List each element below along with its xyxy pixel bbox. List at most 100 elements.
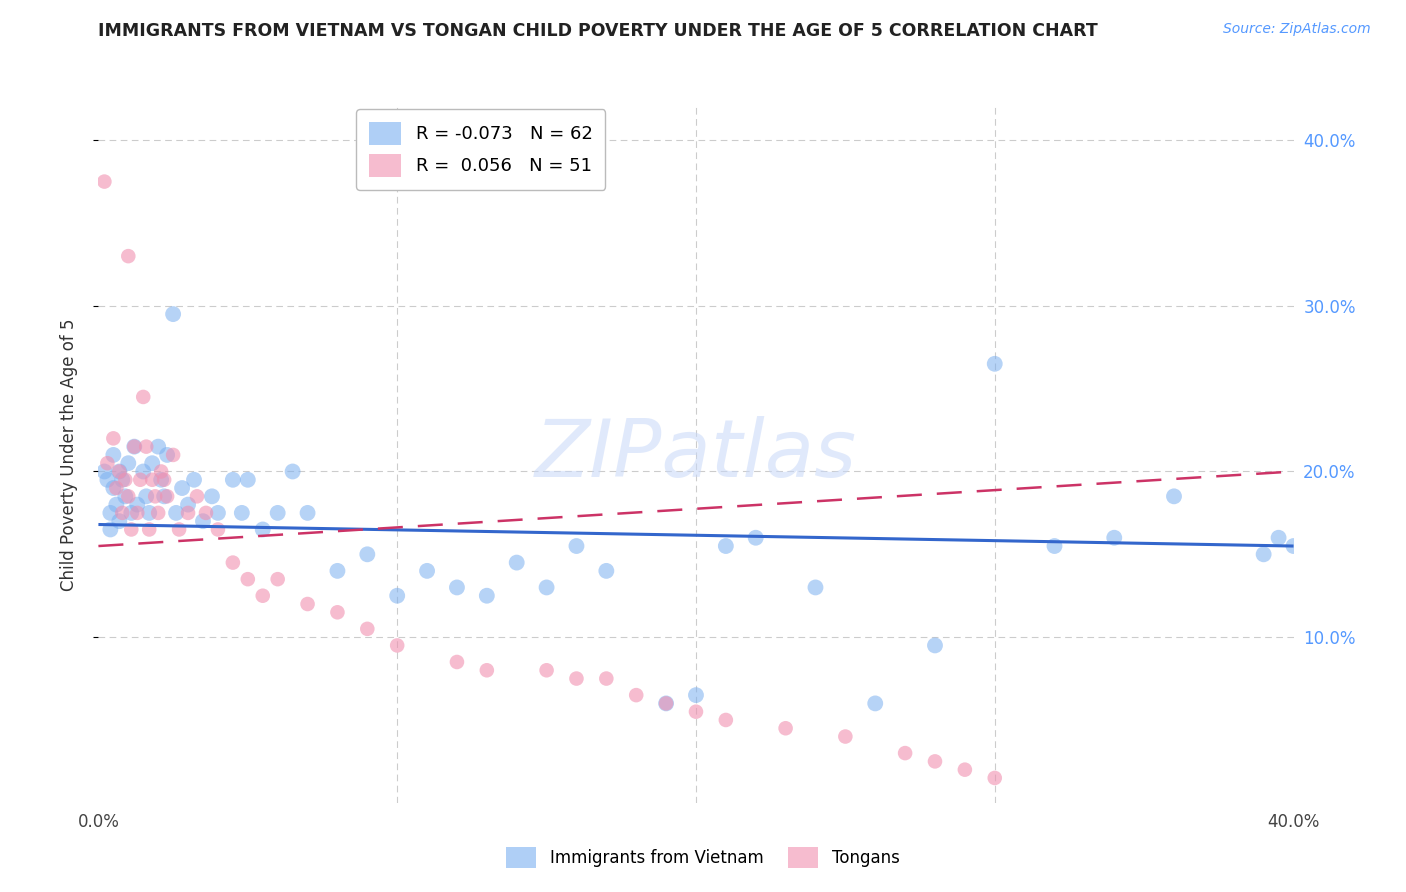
Text: Source: ZipAtlas.com: Source: ZipAtlas.com <box>1223 22 1371 37</box>
Point <box>565 672 588 686</box>
Point <box>103 431 125 445</box>
Legend: R = -0.073   N = 62, R =  0.056   N = 51: R = -0.073 N = 62, R = 0.056 N = 51 <box>356 109 606 190</box>
Point <box>100 506 122 520</box>
Point <box>177 506 200 520</box>
Point <box>745 531 768 545</box>
Point <box>222 473 245 487</box>
Point <box>1253 547 1275 561</box>
Point <box>506 556 529 570</box>
Point <box>132 390 155 404</box>
Point <box>96 473 118 487</box>
Point <box>356 547 378 561</box>
Point <box>129 473 152 487</box>
Point <box>100 523 122 537</box>
Point <box>114 489 136 503</box>
Point <box>297 597 319 611</box>
Point <box>162 448 184 462</box>
Point <box>326 564 349 578</box>
Point <box>96 456 118 470</box>
Point <box>135 489 157 503</box>
Point <box>177 498 200 512</box>
Point <box>222 556 245 570</box>
Point <box>834 730 856 744</box>
Point <box>162 307 184 321</box>
Point <box>132 465 155 479</box>
Point <box>385 589 409 603</box>
Point <box>153 489 176 503</box>
Point <box>565 539 588 553</box>
Point <box>1163 489 1185 503</box>
Point <box>804 581 827 595</box>
Point <box>183 473 205 487</box>
Point <box>252 523 274 537</box>
Point <box>93 465 115 479</box>
Point <box>685 688 707 702</box>
Point <box>148 506 170 520</box>
Point <box>475 663 498 677</box>
Point <box>924 639 946 653</box>
Point <box>156 489 179 503</box>
Point <box>984 771 1007 785</box>
Point <box>108 514 131 528</box>
Point <box>108 465 131 479</box>
Point <box>297 506 319 520</box>
Point <box>93 175 115 189</box>
Point <box>201 489 224 503</box>
Point <box>626 688 648 702</box>
Point <box>595 564 617 578</box>
Point <box>156 448 179 462</box>
Point <box>195 506 218 520</box>
Point <box>141 473 163 487</box>
Point <box>356 622 378 636</box>
Point <box>267 506 290 520</box>
Point <box>207 506 229 520</box>
Point <box>117 456 139 470</box>
Point <box>117 249 139 263</box>
Point <box>143 489 166 503</box>
Point <box>191 514 214 528</box>
Legend: Immigrants from Vietnam, Tongans: Immigrants from Vietnam, Tongans <box>499 840 907 875</box>
Point <box>326 605 349 619</box>
Point <box>186 489 208 503</box>
Point <box>120 506 142 520</box>
Point <box>536 663 558 677</box>
Point <box>714 713 737 727</box>
Point <box>714 539 737 553</box>
Point <box>135 440 157 454</box>
Text: ZIPatlas: ZIPatlas <box>534 416 858 494</box>
Point <box>117 489 139 503</box>
Text: IMMIGRANTS FROM VIETNAM VS TONGAN CHILD POVERTY UNDER THE AGE OF 5 CORRELATION C: IMMIGRANTS FROM VIETNAM VS TONGAN CHILD … <box>98 22 1098 40</box>
Point <box>446 655 468 669</box>
Point <box>165 506 187 520</box>
Point <box>416 564 439 578</box>
Point <box>236 473 259 487</box>
Point <box>138 506 160 520</box>
Point <box>127 498 149 512</box>
Point <box>231 506 253 520</box>
Point <box>536 581 558 595</box>
Point <box>103 481 125 495</box>
Point <box>446 581 468 595</box>
Point <box>655 697 678 711</box>
Point <box>385 639 409 653</box>
Point <box>252 589 274 603</box>
Point <box>595 672 617 686</box>
Point <box>127 506 149 520</box>
Point <box>141 456 163 470</box>
Point <box>894 746 917 760</box>
Point <box>124 440 146 454</box>
Point <box>153 473 176 487</box>
Point <box>111 506 134 520</box>
Point <box>124 440 146 454</box>
Point <box>924 755 946 769</box>
Point <box>1267 531 1289 545</box>
Point <box>150 465 173 479</box>
Point <box>111 473 134 487</box>
Y-axis label: Child Poverty Under the Age of 5: Child Poverty Under the Age of 5 <box>59 318 77 591</box>
Point <box>105 498 128 512</box>
Point <box>1282 539 1305 553</box>
Point <box>1104 531 1126 545</box>
Point <box>775 721 797 735</box>
Point <box>281 465 304 479</box>
Point <box>475 589 498 603</box>
